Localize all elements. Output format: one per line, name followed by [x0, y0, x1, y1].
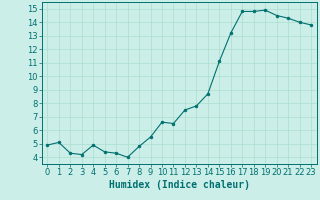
- X-axis label: Humidex (Indice chaleur): Humidex (Indice chaleur): [109, 180, 250, 190]
